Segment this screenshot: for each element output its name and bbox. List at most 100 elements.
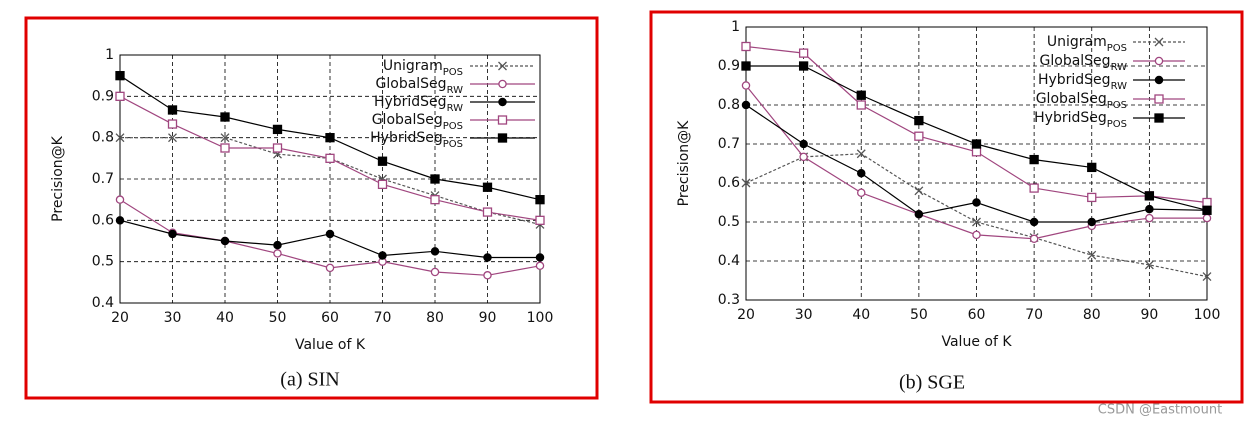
marker — [972, 198, 981, 207]
x-tick-label: 50 — [269, 310, 287, 326]
marker — [220, 112, 230, 122]
legend-subscript: RW — [1111, 81, 1128, 92]
marker — [430, 195, 440, 205]
legend-marker — [497, 115, 508, 125]
x-tick-label: 80 — [426, 310, 444, 326]
marker — [972, 230, 981, 240]
marker — [378, 251, 387, 260]
marker — [168, 229, 177, 239]
marker — [856, 100, 866, 110]
marker — [1087, 192, 1097, 203]
marker — [1202, 213, 1212, 223]
marker — [325, 263, 335, 273]
marker — [914, 186, 924, 196]
marker — [483, 253, 492, 262]
y-axis-label: Precision@K — [676, 120, 692, 206]
marker — [914, 209, 924, 219]
x-tick-label: 90 — [1140, 307, 1158, 323]
x-tick-label: 100 — [1194, 307, 1221, 323]
marker — [482, 182, 493, 192]
marker — [1144, 260, 1154, 270]
legend-name: GlobalSeg — [1036, 91, 1107, 107]
x-tick-label: 60 — [321, 310, 339, 326]
marker — [535, 215, 545, 225]
marker — [377, 156, 388, 166]
y-tick-label: 0.7 — [92, 171, 114, 187]
marker — [430, 174, 440, 184]
marker — [1144, 191, 1155, 201]
marker — [1145, 204, 1154, 214]
marker — [115, 133, 125, 143]
marker — [430, 267, 440, 277]
y-axis-label: Precision@K — [50, 135, 66, 221]
legend-subscript: POS — [443, 121, 463, 132]
legend-name: GlobalSeg — [372, 112, 443, 128]
x-tick-label: 70 — [1025, 307, 1043, 323]
x-tick-label: 60 — [968, 307, 986, 323]
legend-label: GlobalSegPOS — [372, 112, 463, 132]
legend-subscript: RW — [447, 85, 464, 96]
marker — [220, 236, 230, 246]
marker — [971, 147, 982, 157]
legend-subscript: POS — [1107, 43, 1127, 54]
x-tick-label: 70 — [374, 310, 392, 326]
marker — [482, 207, 493, 217]
marker — [483, 271, 492, 280]
marker — [220, 143, 230, 153]
y-tick-label: 0.8 — [718, 97, 740, 113]
legend-subscript: POS — [443, 139, 463, 150]
marker — [273, 240, 282, 250]
marker — [272, 143, 283, 153]
marker — [273, 249, 282, 258]
marker — [1029, 154, 1039, 165]
marker — [971, 139, 982, 149]
marker — [430, 247, 440, 256]
legend-marker — [1154, 56, 1164, 66]
plot-border — [745, 26, 1208, 301]
marker — [325, 229, 335, 239]
marker — [325, 153, 335, 163]
marker — [167, 105, 178, 115]
legend-marker — [1154, 37, 1164, 47]
x-tick-label: 50 — [910, 307, 928, 323]
x-tick-label: 20 — [737, 307, 755, 323]
x-tick-label: 30 — [795, 307, 813, 323]
x-axis-label: Value of K — [295, 337, 366, 353]
x-tick-label: 80 — [1083, 307, 1101, 323]
x-tick-label: 30 — [164, 310, 182, 326]
y-tick-label: 0.9 — [92, 88, 114, 104]
y-tick-label: 0.5 — [92, 254, 114, 270]
marker — [1087, 162, 1097, 173]
legend-name: Unigram — [1047, 34, 1107, 50]
marker — [1029, 183, 1039, 193]
marker — [741, 81, 751, 90]
y-tick-label: 0.7 — [718, 136, 740, 152]
marker — [535, 253, 545, 262]
x-tick-label: 90 — [479, 310, 497, 326]
legend-marker — [497, 133, 508, 143]
legend-label: GlobalSegPOS — [1036, 91, 1127, 111]
y-tick-label: 0.6 — [718, 175, 740, 191]
marker — [115, 71, 125, 81]
marker — [972, 217, 981, 227]
legend-subscript: POS — [1107, 119, 1127, 130]
caption: (a) SIN — [280, 369, 339, 391]
y-tick-label: 1 — [105, 47, 114, 63]
legend-name: GlobalSeg — [1040, 53, 1111, 69]
legend-name: HybridSeg — [374, 94, 447, 110]
x-tick-label: 40 — [216, 310, 234, 326]
x-tick-label: 40 — [852, 307, 870, 323]
y-tick-label: 0.5 — [718, 214, 740, 230]
legend-marker — [498, 79, 507, 89]
legend-subscript: POS — [443, 67, 463, 78]
legend-subscript: RW — [1111, 62, 1128, 73]
legend-marker — [498, 97, 507, 107]
y-tick-label: 0.9 — [718, 58, 740, 74]
x-axis-label: Value of K — [941, 334, 1012, 350]
marker — [741, 178, 751, 188]
marker — [1029, 217, 1039, 227]
marker — [535, 261, 545, 271]
marker — [798, 48, 809, 58]
marker — [115, 91, 125, 101]
